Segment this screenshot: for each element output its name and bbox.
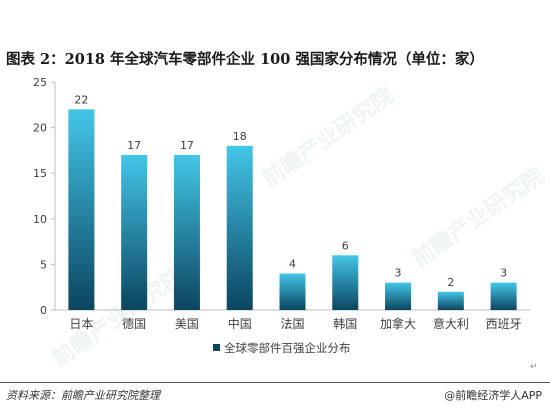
source-note: 资料来源：前瞻产业研究院整理 xyxy=(6,389,160,402)
bar xyxy=(279,273,306,310)
y-tick-label: 25 xyxy=(33,76,47,89)
data-label: 22 xyxy=(74,93,88,106)
y-tick-label: 0 xyxy=(40,304,47,317)
x-tick-label: 日本 xyxy=(69,317,93,331)
x-tick-label: 中国 xyxy=(228,316,252,331)
data-label: 3 xyxy=(395,267,402,280)
data-label: 6 xyxy=(342,239,349,252)
legend-label: 全球零部件百强企业分布 xyxy=(224,341,351,355)
x-tick-label: 意大利 xyxy=(433,316,469,331)
data-label: 3 xyxy=(500,267,507,280)
bar xyxy=(121,154,148,310)
bar-chart: 0 5 10 15 20 25 22 日本 17 德国 17 美国 18 中国 4 法国 6 韩国 3 加拿大 2 意大利… xyxy=(33,76,530,355)
data-label: 17 xyxy=(127,139,141,152)
x-tick-label: 加拿大 xyxy=(380,316,416,331)
y-tick-label: 20 xyxy=(33,122,47,135)
y-tick-label: 10 xyxy=(33,213,47,226)
bar xyxy=(173,154,200,310)
bar xyxy=(385,282,412,310)
data-label: 4 xyxy=(289,258,296,271)
bar xyxy=(332,255,359,310)
bar xyxy=(68,109,95,310)
data-label: 18 xyxy=(233,130,247,143)
x-tick-label: 法国 xyxy=(280,317,304,331)
bar xyxy=(437,291,464,310)
return-mark: ↵ xyxy=(530,362,538,372)
bar xyxy=(226,145,253,310)
bar xyxy=(490,282,517,310)
brand-credit: @前瞻经济学人APP xyxy=(444,389,542,402)
data-label: 2 xyxy=(447,276,454,289)
x-tick-label: 德国 xyxy=(122,316,146,331)
y-tick-label: 5 xyxy=(40,258,47,271)
x-tick-label: 美国 xyxy=(175,317,199,331)
x-tick-label: 韩国 xyxy=(333,316,357,331)
chart-title: 图表 2：2018 年全球汽车零部件企业 100 强国家分布情况（单位：家） xyxy=(6,51,484,68)
y-tick-label: 15 xyxy=(33,167,47,180)
x-tick-label: 西班牙 xyxy=(486,317,522,331)
footer-divider xyxy=(0,382,550,383)
legend-swatch xyxy=(213,344,220,351)
data-label: 17 xyxy=(180,139,194,152)
